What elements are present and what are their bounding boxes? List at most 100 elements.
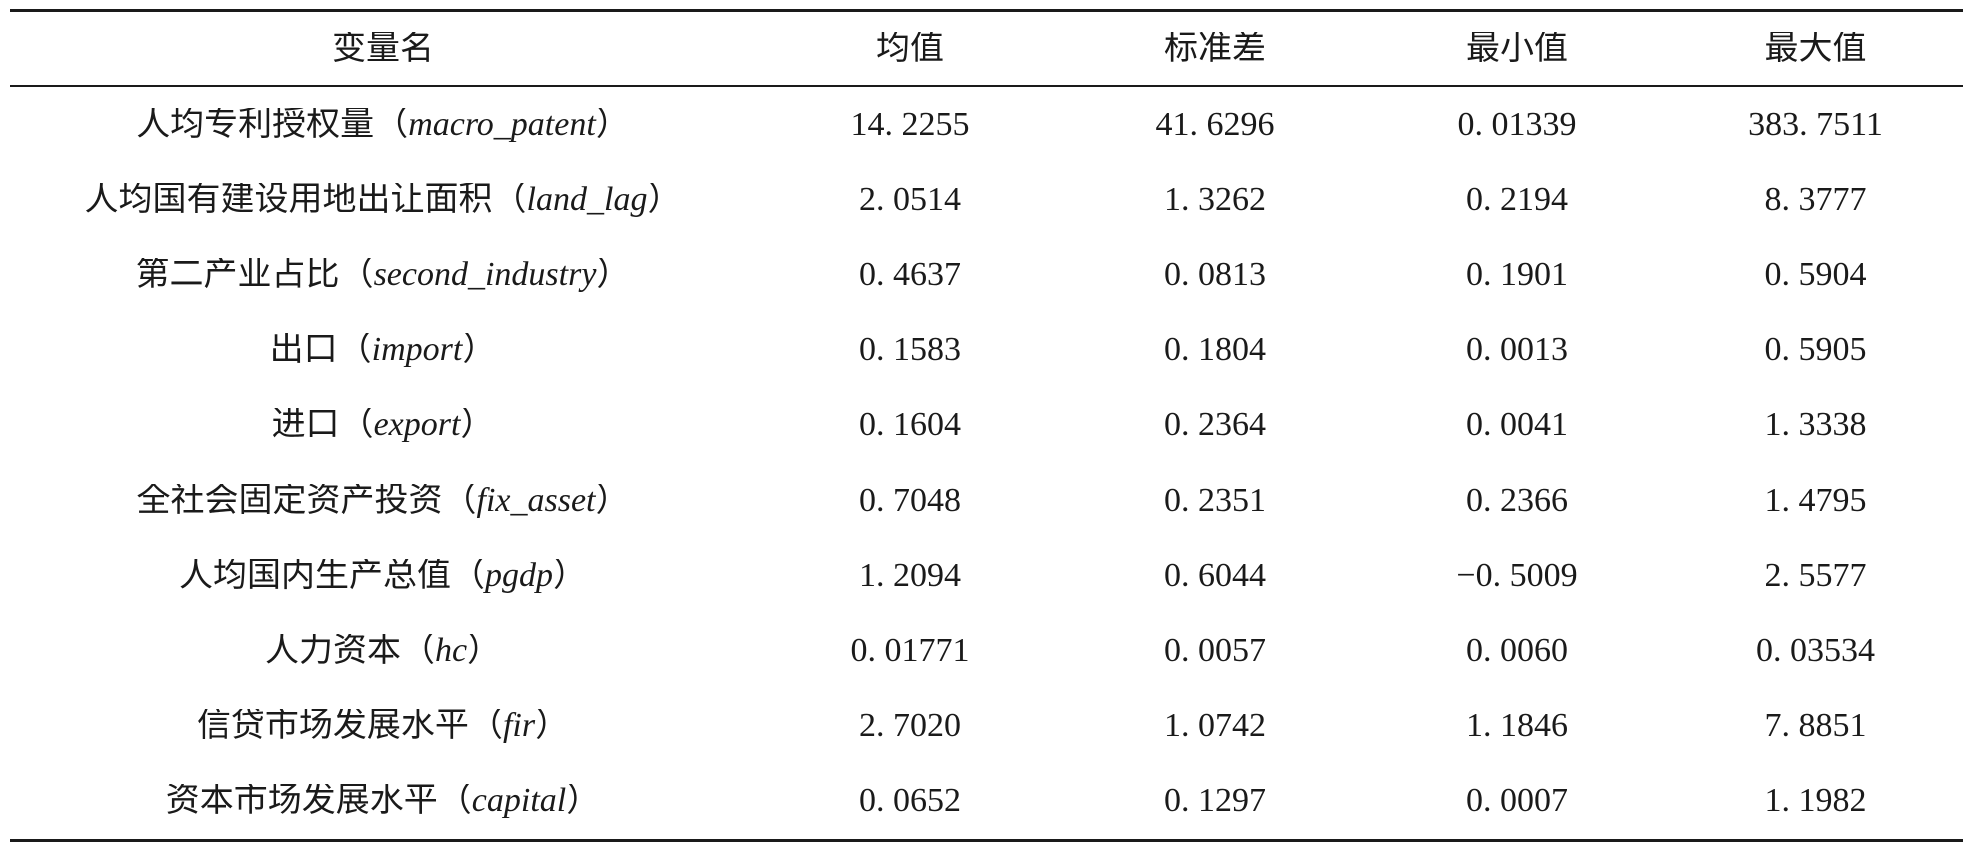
std-dev-cell: 0. 2364 [1164, 408, 1266, 443]
variable-label: 信贷市场发展水平 [196, 709, 469, 744]
variable-name-cell: 全社会固定资产投资（fix_asset） [10, 484, 756, 518]
paren-open: （ [492, 182, 527, 217]
variable-label: 第二产业占比 [135, 257, 340, 292]
header-variable-name: 变量名 [332, 31, 434, 66]
table-row: 资本市场发展水平（capital） 0. 0652 0. 1297 0. 0007 1.… [10, 764, 1963, 839]
table-row: 全社会固定资产投资（fix_asset） 0. 7048 0. 2351 0. 236… [10, 463, 1963, 538]
variable-label: 进口 [271, 408, 340, 443]
variable-code: land_lag [526, 182, 648, 217]
mean-cell: 0. 7048 [859, 483, 961, 518]
mean-cell: 2. 7020 [859, 709, 961, 744]
variable-code: pgdp [485, 558, 553, 593]
std-dev-cell: 0. 2351 [1164, 483, 1266, 518]
header-mean: 均值 [876, 31, 944, 66]
std-dev-cell: 0. 0813 [1164, 257, 1266, 292]
paren-close: ） [462, 333, 497, 368]
min-cell: 0. 1901 [1466, 257, 1568, 292]
paren-close: ） [647, 182, 682, 217]
paren-close: ） [595, 107, 630, 142]
variable-name-cell: 信贷市场发展水平（fir） [10, 709, 756, 743]
paren-close: ） [553, 558, 587, 593]
std-dev-cell: 0. 0057 [1164, 633, 1266, 668]
min-cell: −0. 5009 [1456, 558, 1578, 593]
variable-code: second_industry [373, 257, 597, 292]
table-row: 人力资本（hc） 0. 01771 0. 0057 0. 0060 0. 03534 [10, 613, 1963, 688]
paren-open: （ [374, 107, 409, 142]
variable-code: fix_asset [476, 483, 596, 518]
min-cell: 0. 0060 [1466, 633, 1568, 668]
table-row: 第二产业占比（second_industry） 0. 4637 0. 0813 0. … [10, 237, 1963, 312]
paren-close: ） [566, 784, 601, 819]
mean-cell: 0. 4637 [859, 257, 961, 292]
paren-open: （ [437, 784, 472, 819]
mean-cell: 1. 2094 [859, 558, 961, 593]
max-cell: 1. 1982 [1764, 784, 1867, 819]
variable-code: import [371, 333, 463, 368]
variable-code: hc [434, 633, 468, 668]
std-dev-cell: 1. 0742 [1164, 709, 1266, 744]
table-row: 出口（import） 0. 1583 0. 1804 0. 0013 0. 5905 [10, 313, 1963, 388]
descriptive-statistics-table: 变量名 均值 标准差 最小值 最大值 人均专利授权量（macro_patent）… [10, 9, 1963, 842]
table-row: 进口（export） 0. 1604 0. 2364 0. 0041 1. 3338 [10, 388, 1963, 463]
variable-name-cell: 进口（export） [10, 408, 756, 442]
max-cell: 1. 3338 [1764, 408, 1867, 443]
header-min: 最小值 [1466, 31, 1568, 66]
min-cell: 1. 1846 [1466, 709, 1568, 744]
paren-open: （ [442, 483, 477, 518]
max-cell: 7. 8851 [1764, 709, 1867, 744]
paren-open: （ [337, 333, 372, 368]
paren-open: （ [468, 709, 503, 744]
paren-close: ） [596, 257, 631, 292]
variable-name-cell: 人均国内生产总值（pgdp） [10, 559, 756, 593]
variable-name-cell: 出口（import） [10, 333, 756, 367]
mean-cell: 2. 0514 [859, 182, 961, 217]
variable-name-cell: 人均国有建设用地出让面积（land_lag） [10, 183, 756, 217]
max-cell: 8. 3777 [1764, 182, 1867, 217]
variable-code: capital [471, 784, 567, 819]
variable-label: 人均专利授权量 [136, 107, 375, 142]
std-dev-cell: 0. 1297 [1164, 784, 1266, 819]
paren-close: ） [460, 408, 495, 443]
table-row: 人均国有建设用地出让面积（land_lag） 2. 0514 1. 3262 0. 2… [10, 162, 1963, 237]
min-cell: 0. 0007 [1466, 784, 1568, 819]
std-dev-cell: 0. 6044 [1164, 558, 1266, 593]
paren-open: （ [451, 558, 485, 593]
variable-label: 出口 [269, 333, 338, 368]
mean-cell: 14. 2255 [850, 107, 970, 142]
table-body: 人均专利授权量（macro_patent） 14. 2255 41. 6296 0. … [10, 87, 1963, 839]
table-row: 人均专利授权量（macro_patent） 14. 2255 41. 6296 0. … [10, 87, 1963, 162]
mean-cell: 0. 1604 [859, 408, 961, 443]
table-row: 人均国内生产总值（pgdp） 1. 2094 0. 6044 −0. 5009 2. 5… [10, 538, 1963, 613]
paren-close: ） [467, 633, 502, 668]
variable-name-cell: 人力资本（hc） [10, 634, 756, 668]
min-cell: 0. 2366 [1466, 483, 1568, 518]
max-cell: 1. 4795 [1764, 483, 1867, 518]
variable-name-cell: 资本市场发展水平（capital） [10, 784, 756, 818]
max-cell: 0. 5905 [1764, 333, 1867, 368]
paren-close: ） [535, 709, 570, 744]
variable-name-cell: 第二产业占比（second_industry） [10, 258, 756, 292]
paren-open: （ [339, 257, 374, 292]
max-cell: 0. 5904 [1764, 257, 1867, 292]
min-cell: 0. 01339 [1457, 107, 1577, 142]
variable-label: 人均国有建设用地出让面积 [84, 182, 493, 217]
paren-open: （ [400, 633, 435, 668]
max-cell: 383. 7511 [1748, 107, 1883, 142]
min-cell: 0. 0013 [1466, 333, 1568, 368]
header-std-dev: 标准差 [1164, 31, 1266, 66]
max-cell: 0. 03534 [1756, 633, 1875, 668]
std-dev-cell: 0. 1804 [1164, 333, 1266, 368]
min-cell: 0. 2194 [1466, 182, 1568, 217]
variable-code: macro_patent [408, 107, 596, 142]
mean-cell: 0. 0652 [859, 784, 961, 819]
variable-label: 人力资本 [264, 633, 401, 668]
table-row: 信贷市场发展水平（fir） 2. 7020 1. 0742 1. 1846 7. 885… [10, 689, 1963, 764]
variable-label: 人均国内生产总值 [179, 558, 451, 593]
std-dev-cell: 41. 6296 [1155, 107, 1275, 142]
paren-open: （ [339, 408, 374, 443]
variable-code: export [373, 408, 461, 443]
mean-cell: 0. 01771 [850, 633, 970, 668]
variable-label: 资本市场发展水平 [165, 784, 438, 819]
header-max: 最大值 [1764, 31, 1867, 66]
table-header-row: 变量名 均值 标准差 最小值 最大值 [10, 12, 1963, 87]
